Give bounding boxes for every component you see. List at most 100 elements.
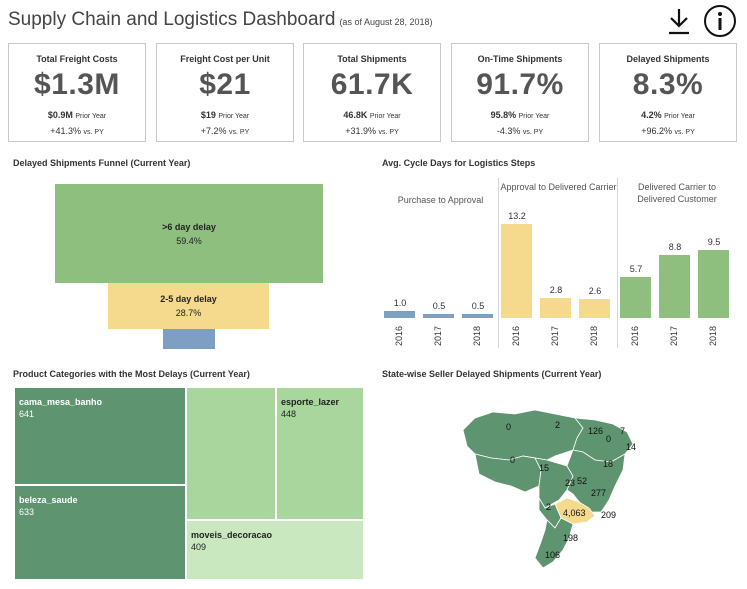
cycle-group-separator	[498, 178, 499, 348]
map-region-east	[566, 449, 626, 513]
kpi-label: Total Shipments	[337, 54, 407, 64]
cycle-year-label: 2017	[669, 325, 679, 346]
cycle-group-label: Purchase to Approval	[397, 195, 484, 205]
treemap-title: Product Categories with the Most Delays …	[13, 369, 250, 379]
funnel-stage-label: 2-5 day delay	[160, 294, 217, 304]
map-label: 0	[510, 455, 516, 465]
cycle-year-label: 2016	[394, 325, 404, 346]
cycle-bar[interactable]	[501, 224, 532, 318]
map-label: 277	[591, 488, 607, 498]
map-label: 4,063	[563, 508, 586, 518]
kpi-change-label: vs. PY	[378, 129, 399, 136]
map-label: 0	[606, 434, 612, 444]
map-label: 15	[539, 463, 550, 473]
funnel-stage-6-day[interactable]: >6 day delay 59.4%	[55, 184, 323, 283]
cycle-year-label: 2018	[589, 325, 599, 346]
cycle-year-label: 2018	[708, 325, 718, 346]
treemap-cell-value: 641	[19, 409, 35, 419]
cycle-year-label: 2018	[472, 325, 482, 346]
treemap-cell-value: 633	[19, 507, 35, 517]
kpi-prior-label: Prior Year	[369, 113, 401, 120]
kpi-change-label: vs. PY	[229, 129, 250, 136]
map-label: 14	[626, 442, 637, 452]
funnel-stage-2-5-day[interactable]: 2-5 day delay 28.7%	[108, 283, 269, 329]
kpi-prior-label: Prior Year	[218, 113, 250, 120]
kpi-prior: 46.8K Prior Year	[304, 110, 440, 120]
map-title: State-wise Seller Delayed Shipments (Cur…	[382, 369, 602, 379]
kpi-value: 8.3%	[632, 68, 704, 101]
kpi-change-value: +96.2%	[641, 126, 673, 136]
kpi-change-value: +31.9%	[345, 126, 377, 136]
treemap-cell-value: 448	[281, 409, 297, 419]
kpi-card-delayed-shipments: Delayed Shipments 8.3% 4.2% Prior Year +…	[599, 43, 737, 142]
cycle-group-separator	[617, 178, 618, 348]
treemap-cell-moveis-decoracao[interactable]: moveis_decoracao 409	[186, 520, 364, 580]
kpi-change: +31.9% vs. PY	[304, 126, 440, 136]
kpi-change-value: -4.3%	[496, 126, 521, 136]
treemap-cell-beleza-saude[interactable]: beleza_saude 633	[14, 485, 186, 580]
title-text: Supply Chain and Logistics Dashboard	[8, 9, 336, 30]
funnel-stage-value: 28.7%	[175, 308, 202, 318]
funnel-stage-small[interactable]	[163, 329, 215, 349]
kpi-change-value: +7.2%	[200, 126, 227, 136]
cycle-bar-value: 13.2	[508, 211, 526, 221]
kpi-change-label: vs. PY	[83, 129, 104, 136]
info-icon[interactable]	[703, 4, 737, 38]
treemap-cell-cama-mesa-banho[interactable]: cama_mesa_banho 641	[14, 387, 186, 485]
dashboard-title: Supply Chain and Logistics Dashboard (as …	[8, 9, 433, 31]
kpi-prior: 4.2% Prior Year	[600, 110, 736, 120]
kpi-prior-value: 95.8%	[490, 110, 517, 120]
kpi-change: +7.2% vs. PY	[157, 126, 293, 136]
funnel-stage-value: 59.4%	[176, 236, 202, 246]
kpi-label: Total Freight Costs	[36, 54, 118, 64]
treemap-cell-esporte-lazer[interactable]: esporte_lazer 448	[276, 387, 364, 520]
kpi-change: -4.3% vs. PY	[452, 126, 588, 136]
kpi-value: $1.3M	[34, 68, 120, 101]
cycle-bar[interactable]	[384, 310, 415, 318]
funnel-title: Delayed Shipments Funnel (Current Year)	[13, 158, 191, 168]
map-label: 198	[563, 533, 579, 543]
cycle-bar-value: 0.5	[432, 301, 446, 312]
cycle-bar[interactable]	[540, 298, 571, 318]
cycle-bar[interactable]	[620, 277, 651, 318]
kpi-prior: $19 Prior Year	[157, 110, 293, 120]
cycle-bar[interactable]	[659, 255, 690, 318]
kpi-value: 61.7K	[330, 68, 414, 101]
cycle-bar-value: 2.8	[549, 285, 563, 296]
funnel-stage-label: >6 day delay	[162, 222, 216, 232]
kpi-prior: 95.8% Prior Year	[452, 110, 588, 120]
download-icon[interactable]	[664, 6, 694, 36]
map-region-west	[474, 453, 542, 493]
treemap-cell-label: esporte_lazer	[281, 397, 340, 407]
map-label: 7	[620, 426, 626, 436]
treemap-cell-value: 409	[191, 542, 207, 552]
treemap-cell-label: cama_mesa_banho	[19, 397, 103, 407]
cycle-bar[interactable]	[462, 314, 493, 318]
map-region-center	[522, 455, 574, 509]
kpi-card-on-time-shipments: On-Time Shipments 91.7% 95.8% Prior Year…	[451, 43, 589, 142]
map-label: 23	[565, 478, 576, 488]
treemap-cell-label: beleza_saude	[19, 495, 78, 505]
treemap-cell-unlabeled[interactable]	[186, 387, 276, 520]
cycle-bar-value: 9.5	[707, 237, 721, 248]
cycle-bar[interactable]	[579, 299, 610, 318]
kpi-prior-value: 46.8K	[343, 110, 368, 120]
cycle-bar[interactable]	[698, 250, 729, 318]
kpi-label: Delayed Shipments	[626, 54, 710, 64]
cycle-chart-title: Avg. Cycle Days for Logistics Steps	[382, 158, 536, 168]
kpi-card-freight-cost-per-unit: Freight Cost per Unit $21 $19 Prior Year…	[156, 43, 294, 142]
cycle-bar-value: 2.6	[588, 286, 602, 297]
map-label: 52	[577, 476, 588, 486]
kpi-value: 91.7%	[476, 68, 564, 101]
kpi-change-label: vs. PY	[522, 129, 544, 136]
cycle-bar-value: 8.8	[668, 242, 682, 253]
cycle-group-label: Approval to Delivered Carrier	[500, 182, 617, 192]
cycle-year-label: 2016	[511, 325, 521, 346]
brazil-map[interactable]	[455, 390, 645, 580]
kpi-label: On-Time Shipments	[477, 54, 563, 64]
map-label: 126	[588, 426, 604, 436]
cycle-group-label: Delivered Carrier to Delivered Customer	[637, 182, 717, 204]
kpi-value: $21	[199, 68, 251, 101]
map-region-north-west	[462, 409, 584, 461]
cycle-bar[interactable]	[423, 314, 454, 318]
